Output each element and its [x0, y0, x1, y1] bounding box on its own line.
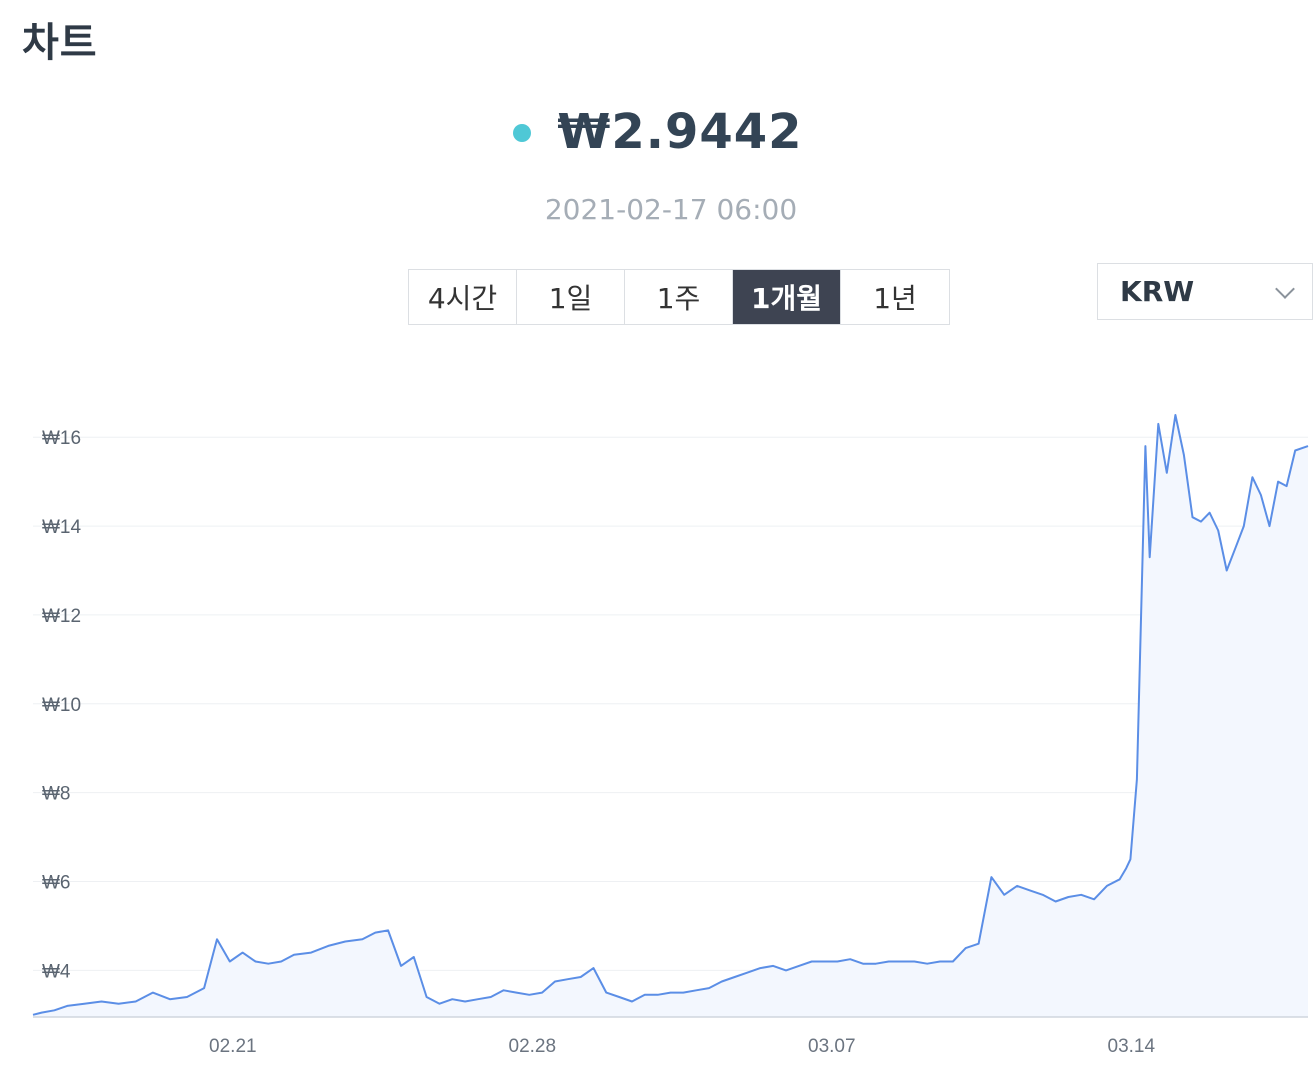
- tab-4h[interactable]: 4시간: [409, 270, 517, 324]
- price-indicator-dot: [513, 124, 532, 142]
- y-tick-label: ₩4: [42, 961, 71, 982]
- price-area: [33, 415, 1308, 1017]
- price-display: ₩2.9442: [0, 104, 1316, 160]
- currency-value: KRW: [1120, 275, 1195, 308]
- y-tick-label: ₩16: [42, 428, 81, 449]
- chevron-down-icon: [1275, 278, 1295, 299]
- tab-1m[interactable]: 1개월: [733, 270, 841, 324]
- y-tick-label: ₩6: [42, 872, 71, 893]
- price-line: [32, 414, 1309, 1016]
- tab-1y[interactable]: 1년: [841, 270, 949, 324]
- y-tick-label: ₩10: [42, 695, 81, 716]
- x-tick-label: 03.07: [808, 1036, 856, 1057]
- tab-1w[interactable]: 1주: [625, 270, 733, 324]
- currency-select[interactable]: KRW: [1097, 263, 1313, 320]
- x-tick-label: 03.14: [1108, 1036, 1156, 1057]
- price-chart: ₩4 ₩6 ₩8 ₩10 ₩12 ₩14 ₩16 02.21 02.28 03.07 03.14: [32, 414, 1309, 1057]
- current-price: ₩2.9442: [557, 104, 803, 160]
- x-tick-label: 02.21: [209, 1036, 257, 1057]
- y-axis-labels: ₩4 ₩6 ₩8 ₩10 ₩12 ₩14 ₩16: [42, 428, 82, 982]
- x-axis-labels: 02.21 02.28 03.07 03.14: [209, 1036, 1155, 1057]
- page-title: 차트: [22, 20, 98, 66]
- y-tick-label: ₩12: [42, 606, 81, 627]
- x-tick-label: 02.28: [509, 1036, 557, 1057]
- range-tabs: 4시간 1일 1주 1개월 1년: [408, 269, 950, 325]
- price-timestamp: 2021-02-17 06:00: [544, 193, 798, 226]
- y-tick-label: ₩14: [42, 517, 82, 538]
- chart-gridlines: [33, 436, 1308, 971]
- tab-1d[interactable]: 1일: [517, 270, 625, 324]
- y-tick-label: ₩8: [42, 784, 71, 805]
